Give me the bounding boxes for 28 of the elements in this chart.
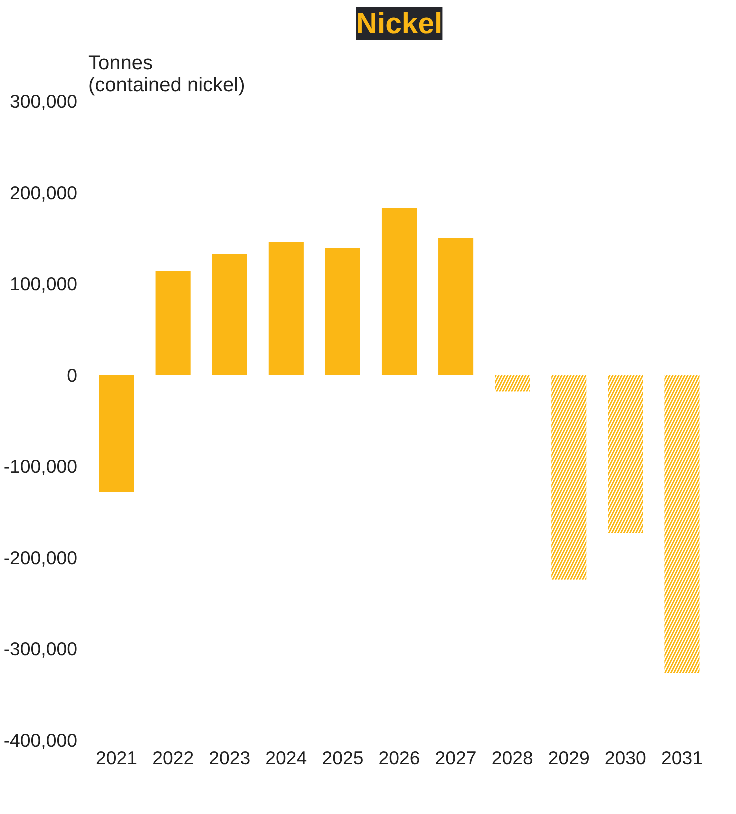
x-tick-label: 2028 [492, 748, 534, 768]
x-tick-label: 2031 [661, 748, 703, 768]
y-axis-title: Tonnes (contained nickel) [88, 52, 246, 96]
y-tick-label: -400,000 [4, 730, 78, 751]
x-tick-label: 2030 [604, 748, 646, 768]
x-tick-label: 2025 [322, 748, 364, 768]
y-tick-label: -300,000 [4, 638, 78, 660]
x-tick-label: 2026 [378, 748, 420, 768]
y-tick-label: 0 [67, 364, 78, 386]
x-tick-label: 2027 [435, 748, 477, 768]
bar [382, 208, 418, 376]
y-tick-label: -200,000 [4, 547, 78, 568]
bar [156, 271, 191, 376]
bar [325, 248, 360, 376]
bar [212, 254, 248, 376]
x-tick-label: 2029 [548, 748, 590, 768]
y-tick-label: 100,000 [10, 274, 78, 295]
bar [268, 242, 304, 376]
y-tick-label: 200,000 [10, 182, 78, 204]
y-tick-label: 300,000 [10, 91, 78, 112]
chart-title: Nickel [356, 8, 443, 40]
x-tick-label: 2021 [96, 748, 138, 768]
x-tick-label: 2022 [152, 748, 194, 768]
x-tick-label: 2024 [266, 748, 308, 768]
x-tick-label: 2023 [209, 748, 251, 768]
y-tick-label: -100,000 [4, 456, 78, 478]
bar [99, 375, 134, 492]
bar [438, 238, 474, 376]
